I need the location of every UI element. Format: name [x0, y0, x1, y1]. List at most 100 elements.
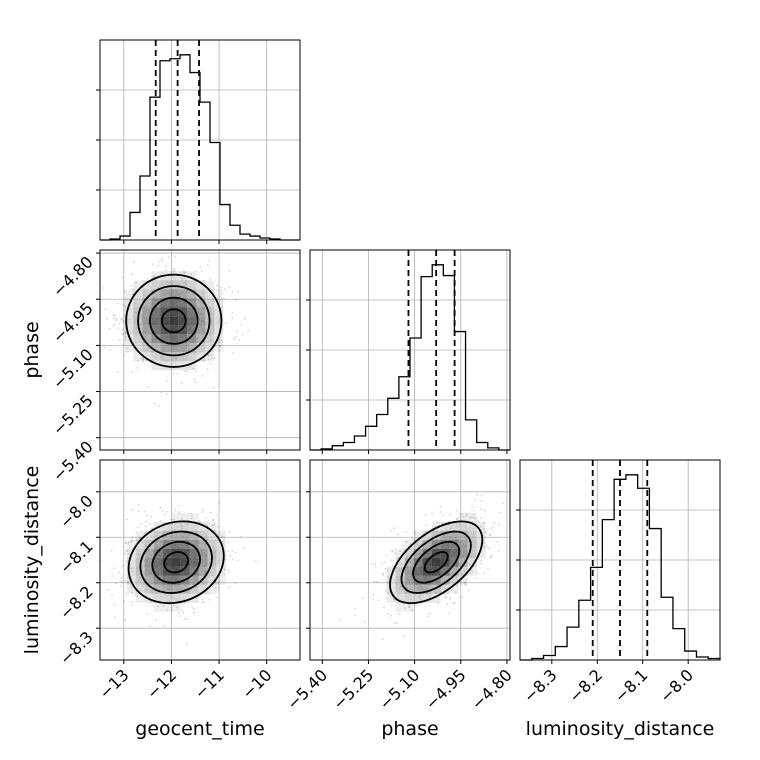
density-cell [214, 289, 224, 299]
sample-point [161, 257, 164, 260]
density-cell [404, 566, 414, 576]
density-cell [180, 566, 190, 576]
sample-point [212, 519, 215, 522]
density-cell [124, 343, 134, 353]
sample-point [126, 347, 129, 350]
density-cell [180, 539, 190, 549]
density-cell [142, 298, 152, 308]
density-cell [214, 325, 224, 335]
density-cell [171, 602, 181, 612]
corner-panels: −13 −12 −11 −10 −5.40−5.25−5.10−4.95−4.80 −8.… [49, 39, 721, 713]
density-cell [458, 557, 468, 567]
density-cell [205, 280, 215, 290]
sample-point [186, 370, 188, 373]
sample-point [136, 526, 139, 529]
sample-point [436, 521, 439, 524]
density-cell [171, 566, 181, 576]
sample-point [203, 279, 205, 282]
sample-point [151, 526, 154, 529]
density-cell [440, 539, 450, 549]
sample-point [126, 581, 129, 584]
histogram-bin-phase [432, 265, 443, 450]
density-cell [187, 289, 197, 299]
density-cell [171, 530, 181, 540]
density-cell [169, 271, 179, 281]
sample-point [190, 273, 193, 276]
histogram-bin-luminosity-distance [544, 656, 556, 660]
sample-point [208, 592, 211, 595]
density-cell [214, 316, 224, 326]
density-cell [133, 289, 143, 299]
sample-point [121, 564, 124, 567]
sample-point [201, 235, 203, 237]
sample-point [112, 313, 115, 316]
density-cell [144, 575, 154, 585]
sample-point [390, 614, 393, 617]
histogram-bin-phase [366, 426, 377, 450]
sample-point [124, 580, 127, 582]
sample-point [123, 354, 125, 356]
sample-point [223, 297, 226, 300]
density-cell [458, 521, 468, 531]
density-cell [142, 343, 152, 353]
sample-point [146, 386, 149, 388]
histogram-bin-phase [343, 442, 354, 450]
sample-point [126, 560, 128, 563]
sample-point [124, 542, 127, 545]
sample-point [371, 562, 374, 565]
x-axis-label-luminosity-distance: luminosity_distance [526, 718, 715, 740]
sample-point [387, 570, 390, 572]
contour-line [139, 530, 213, 594]
density-cell [431, 521, 441, 531]
density-cell [196, 343, 206, 353]
y-tick-label-luminosity-distance-1: −8.2 [56, 582, 97, 623]
sample-point [405, 540, 408, 543]
sample-point [157, 605, 160, 608]
density-cell [187, 271, 197, 281]
sample-point [121, 328, 124, 331]
histogram-step-luminosity-distance [520, 474, 721, 661]
sample-point [153, 275, 156, 277]
density-cell [135, 530, 145, 540]
density-cell [449, 584, 459, 594]
sample-point [202, 508, 204, 511]
sample-point [497, 549, 500, 552]
density-cell [431, 593, 441, 603]
sample-point [111, 575, 114, 577]
density-cell [180, 593, 190, 603]
sample-point [130, 539, 133, 542]
x-tick-label-geocent-time-1: −12 [143, 665, 180, 702]
density-cell [458, 575, 468, 585]
sample-point [150, 515, 152, 518]
x-tick-label-phase-2: −5.10 [375, 665, 423, 713]
histogram-bin-luminosity-distance [626, 475, 638, 660]
density-cell [198, 557, 208, 567]
sample-point [130, 541, 133, 543]
sample-point [181, 381, 183, 384]
sample-point [124, 332, 127, 335]
sample-point [408, 606, 410, 608]
sample-point [212, 519, 215, 521]
histogram-bin-geocent-time [200, 102, 210, 240]
sample-point [186, 617, 188, 620]
density-cell [162, 593, 172, 603]
density-cell [144, 548, 154, 558]
density-cell [205, 289, 215, 299]
density-cell [395, 548, 405, 558]
sample-point [225, 322, 227, 325]
sample-point [131, 536, 134, 539]
sample-point [516, 519, 518, 521]
sample-point [228, 585, 231, 588]
sample-point [174, 268, 176, 271]
density-cell [449, 566, 459, 576]
sample-point [209, 277, 212, 280]
density-cell [162, 566, 172, 576]
density-cell [180, 584, 190, 594]
sample-point [541, 510, 543, 512]
sample-point [183, 602, 186, 605]
sample-point [450, 589, 453, 591]
sample-point [210, 354, 213, 356]
density-cell [413, 584, 423, 594]
sample-point [164, 269, 167, 272]
